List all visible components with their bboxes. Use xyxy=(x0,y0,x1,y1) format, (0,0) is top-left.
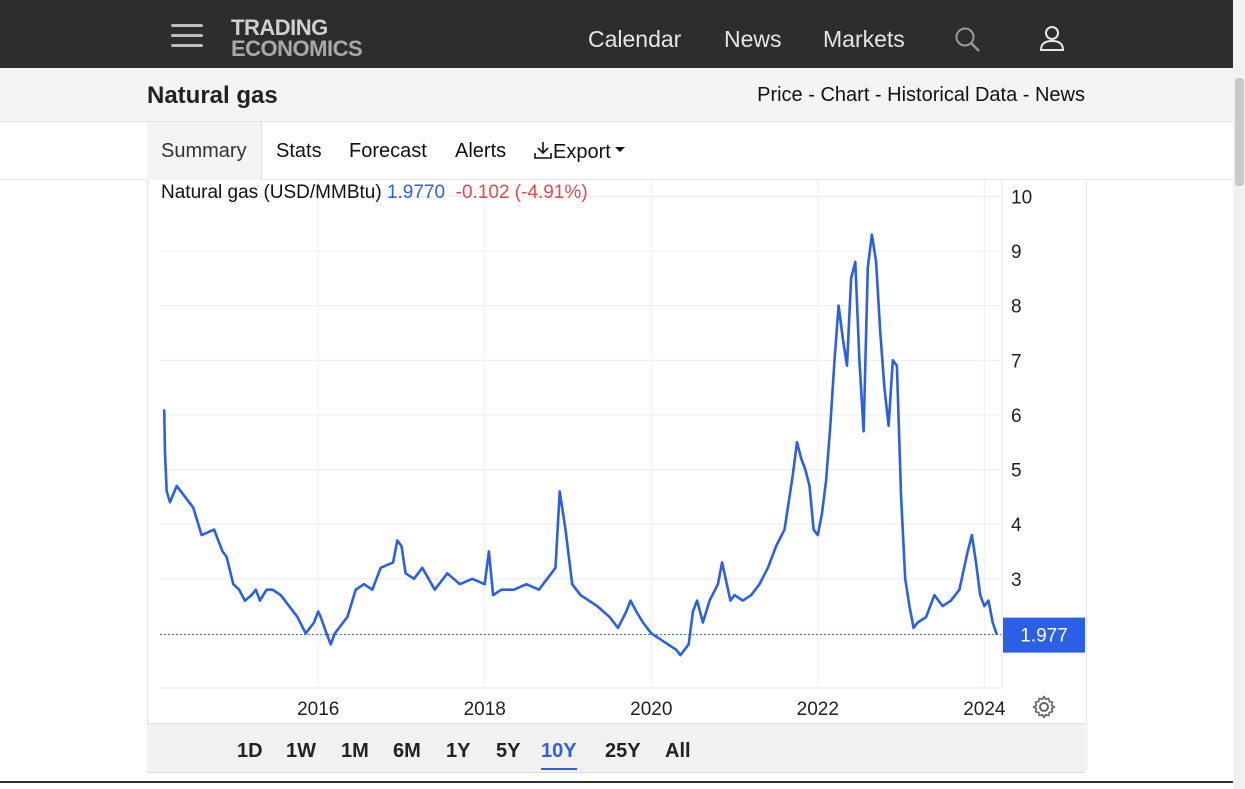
legend-name: Natural gas (USD/MMBtu) xyxy=(161,182,382,203)
range-all[interactable]: All xyxy=(665,740,691,762)
tab-export[interactable]: Export xyxy=(533,140,626,164)
page-scrollbar[interactable] xyxy=(1233,0,1245,789)
range-6m[interactable]: 6M xyxy=(393,740,421,762)
range-1w[interactable]: 1W xyxy=(286,740,316,762)
range-selector-bar xyxy=(147,723,1085,773)
user-icon[interactable] xyxy=(1038,24,1066,59)
caret-down-icon xyxy=(614,147,625,152)
range-10y[interactable]: 10Y xyxy=(541,740,577,770)
range-5y[interactable]: 5Y xyxy=(496,740,521,762)
search-icon[interactable] xyxy=(954,26,982,59)
range-25y[interactable]: 25Y xyxy=(605,740,641,762)
hamburger-menu-icon[interactable] xyxy=(171,24,203,48)
link-separator: - xyxy=(1017,84,1035,106)
page-header-strip xyxy=(0,68,1233,122)
tab-bar xyxy=(0,122,1233,180)
link-news[interactable]: News xyxy=(1034,84,1085,106)
logo-line1: TRADING xyxy=(231,15,328,40)
export-label: Export xyxy=(553,141,611,163)
link-historical-data[interactable]: Historical Data xyxy=(887,84,1018,106)
chart-container xyxy=(147,180,1087,770)
tab-active-bg xyxy=(147,122,262,180)
top-navbar xyxy=(0,0,1233,68)
tab-summary[interactable]: Summary xyxy=(161,140,247,162)
link-price[interactable]: Price xyxy=(757,84,803,106)
download-icon xyxy=(534,142,552,159)
nav-link-news[interactable]: News xyxy=(724,26,782,52)
tab-alerts[interactable]: Alerts xyxy=(455,140,507,162)
range-1d[interactable]: 1D xyxy=(237,740,263,762)
page-title: Natural gas xyxy=(147,82,278,109)
range-1m[interactable]: 1M xyxy=(341,740,369,762)
tab-stats[interactable]: Stats xyxy=(276,140,322,162)
tab-forecast[interactable]: Forecast xyxy=(349,140,427,162)
nav-link-markets[interactable]: Markets xyxy=(823,26,905,52)
range-1y[interactable]: 1Y xyxy=(446,740,471,762)
page-links: Price - Chart - Historical Data - News xyxy=(757,84,1085,107)
chart-legend: Natural gas (USD/MMBtu) 1.9770 -0.102 (-… xyxy=(161,182,588,204)
legend-value: 1.9770 xyxy=(386,182,446,203)
link-separator: - xyxy=(802,84,821,106)
nav-link-calendar[interactable]: Calendar xyxy=(588,26,682,52)
scrollbar-thumb[interactable] xyxy=(1235,78,1244,186)
legend-change: -0.102 (-4.91%) xyxy=(455,182,588,203)
settings-gear-icon[interactable] xyxy=(1032,695,1056,724)
link-chart[interactable]: Chart xyxy=(820,84,870,106)
bottom-border xyxy=(0,781,1233,783)
logo-line2: ECONOMICS xyxy=(231,36,363,61)
link-separator: - xyxy=(869,84,888,106)
site-logo[interactable]: TRADING ECONOMICS xyxy=(231,15,363,61)
